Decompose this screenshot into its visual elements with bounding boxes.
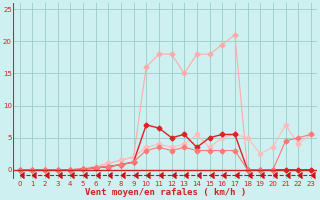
X-axis label: Vent moyen/en rafales ( km/h ): Vent moyen/en rafales ( km/h ) (84, 188, 246, 197)
